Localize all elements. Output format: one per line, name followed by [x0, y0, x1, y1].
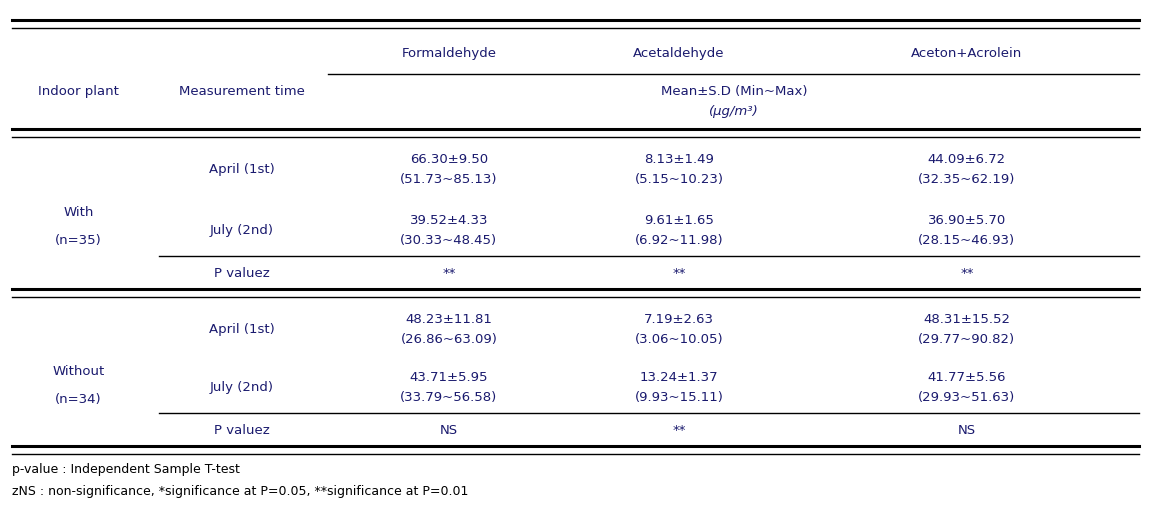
Text: April (1st): April (1st) [208, 163, 275, 176]
Text: 43.71±5.95: 43.71±5.95 [410, 371, 488, 384]
Text: Formaldehyde: Formaldehyde [402, 47, 496, 60]
Text: July (2nd): July (2nd) [209, 224, 274, 237]
Text: **: ** [672, 267, 686, 280]
Text: NS: NS [440, 424, 458, 438]
Text: (51.73~85.13): (51.73~85.13) [401, 173, 497, 187]
Text: zNS : non-significance, *significance at P=0.05, **significance at P=0.01: zNS : non-significance, *significance at… [12, 485, 468, 498]
Text: (29.93~51.63): (29.93~51.63) [918, 391, 1015, 405]
Text: **: ** [960, 267, 974, 280]
Text: 9.61±1.65: 9.61±1.65 [645, 214, 714, 227]
Text: 36.90±5.70: 36.90±5.70 [928, 214, 1006, 227]
Text: 39.52±4.33: 39.52±4.33 [410, 214, 488, 227]
Text: P valuez: P valuez [214, 267, 269, 280]
Text: **: ** [672, 424, 686, 438]
Text: 66.30±9.50: 66.30±9.50 [410, 153, 488, 166]
Text: 8.13±1.49: 8.13±1.49 [645, 153, 714, 166]
Text: (3.06~10.05): (3.06~10.05) [635, 333, 723, 346]
Text: 7.19±2.63: 7.19±2.63 [645, 313, 714, 326]
Text: P valuez: P valuez [214, 424, 269, 438]
Text: (33.79~56.58): (33.79~56.58) [401, 391, 497, 405]
Text: p-value : Independent Sample T-test: p-value : Independent Sample T-test [12, 463, 239, 477]
Text: (μg/m³): (μg/m³) [709, 105, 759, 118]
Text: 13.24±1.37: 13.24±1.37 [640, 371, 718, 384]
Text: 44.09±6.72: 44.09±6.72 [928, 153, 1006, 166]
Text: **: ** [442, 267, 456, 280]
Text: Measurement time: Measurement time [178, 85, 305, 98]
Text: (n=35): (n=35) [55, 234, 101, 247]
Text: April (1st): April (1st) [208, 323, 275, 336]
Text: 48.31±15.52: 48.31±15.52 [923, 313, 1011, 326]
Text: (9.93~15.11): (9.93~15.11) [634, 391, 724, 405]
Text: Mean±S.D (Min~Max): Mean±S.D (Min~Max) [661, 85, 807, 98]
Text: (30.33~48.45): (30.33~48.45) [401, 234, 497, 247]
Text: (29.77~90.82): (29.77~90.82) [918, 333, 1015, 346]
Text: July (2nd): July (2nd) [209, 381, 274, 394]
Text: Without: Without [52, 365, 105, 378]
Text: (5.15~10.23): (5.15~10.23) [634, 173, 724, 187]
Text: 48.23±11.81: 48.23±11.81 [405, 313, 493, 326]
Text: (n=34): (n=34) [55, 393, 101, 406]
Text: Aceton+Acrolein: Aceton+Acrolein [912, 47, 1022, 60]
Text: (32.35~62.19): (32.35~62.19) [918, 173, 1015, 187]
Text: Acetaldehyde: Acetaldehyde [633, 47, 725, 60]
Text: 41.77±5.56: 41.77±5.56 [928, 371, 1006, 384]
Text: NS: NS [958, 424, 976, 438]
Text: Indoor plant: Indoor plant [38, 85, 119, 98]
Text: (6.92~11.98): (6.92~11.98) [635, 234, 723, 247]
Text: (26.86~63.09): (26.86~63.09) [401, 333, 497, 346]
Text: With: With [63, 206, 93, 220]
Text: (28.15~46.93): (28.15~46.93) [918, 234, 1015, 247]
